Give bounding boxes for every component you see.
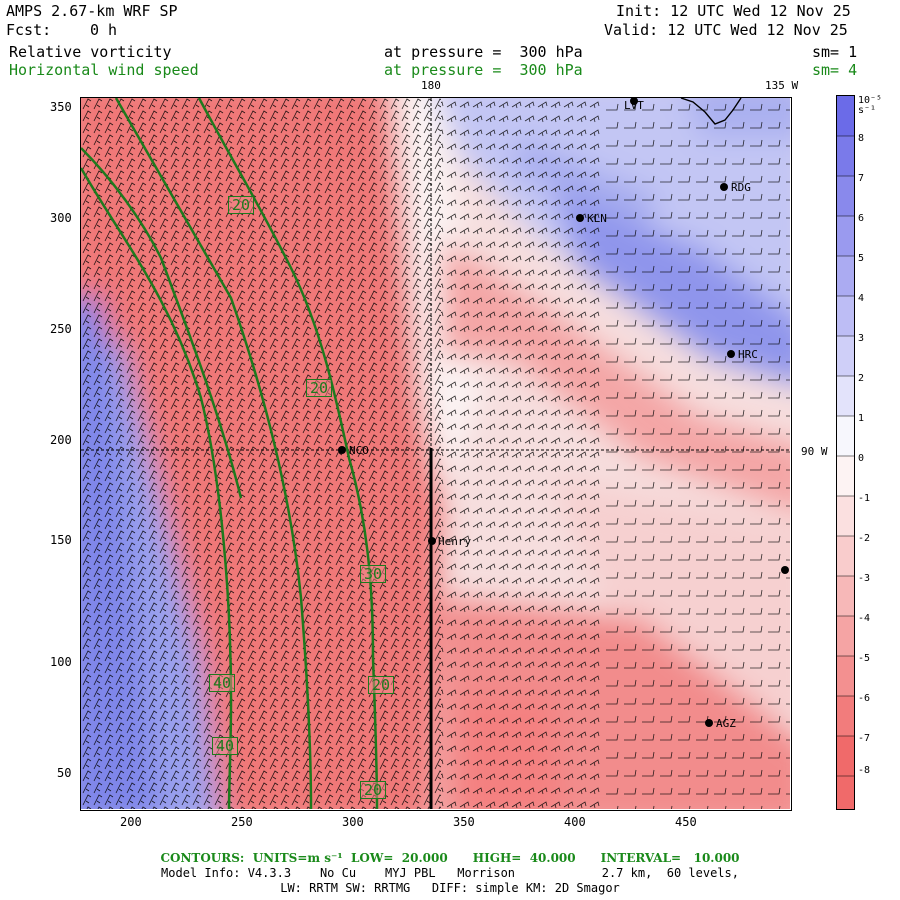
- meridian-135w-label: 135 W: [765, 79, 799, 92]
- colorbar-label: -3: [858, 573, 871, 584]
- contour-label: 20: [368, 676, 395, 694]
- wind-barbs-light: [601, 98, 790, 809]
- station-label-kln: KLN: [587, 212, 607, 225]
- colorbar-label: 7: [858, 173, 865, 184]
- contour-20-outer: [197, 98, 379, 809]
- colorbar: [836, 95, 855, 810]
- field1-smoothing: sm= 1: [812, 43, 858, 61]
- parallel-label: 90 W: [801, 445, 828, 458]
- colorbar-label: 2: [858, 373, 865, 384]
- colorbar-label: -6: [858, 693, 871, 704]
- colorbar-label: 5: [858, 253, 865, 264]
- station-dot-lvt: [630, 98, 638, 105]
- y-tick: 150: [50, 533, 72, 547]
- station-dot-nco: [338, 446, 346, 454]
- station-label-agz: AGZ: [716, 717, 736, 730]
- station-dot-edge: [781, 566, 789, 574]
- field2-level: at pressure = 300 hPa: [384, 61, 583, 79]
- y-tick: 50: [57, 766, 72, 780]
- colorbar-label: -4: [858, 613, 871, 624]
- contour-40-inner: [81, 147, 243, 499]
- colorbar-label: 6: [858, 213, 865, 224]
- station-dot-kln: [576, 214, 584, 222]
- field2-smoothing: sm= 4: [812, 61, 858, 79]
- contour-label: 40: [212, 737, 239, 755]
- y-tick: 100: [50, 655, 72, 669]
- contours-info: CONTOURS: UNITS=m s⁻¹ LOW= 20.000 HIGH= …: [160, 851, 740, 865]
- station-label-lvt: LVT: [624, 99, 644, 112]
- field1-level: at pressure = 300 hPa: [384, 43, 583, 61]
- meridian-180-label: 180: [421, 79, 441, 92]
- y-tick: 250: [50, 322, 72, 336]
- coastline: [680, 98, 742, 125]
- y-tick: 300: [50, 211, 72, 225]
- colorbar-swatches: [837, 96, 854, 809]
- colorbar-label: -8: [858, 765, 871, 776]
- station-label-rdg: RDG: [731, 181, 751, 194]
- colorbar-label: 3: [858, 333, 865, 344]
- contour-label: 20: [360, 781, 387, 799]
- station-label-henry: Henry: [438, 535, 472, 548]
- station-label-nco: NCO: [349, 444, 369, 457]
- colorbar-unit: 10⁻⁵ s⁻¹: [858, 95, 883, 116]
- station-dot-henry: [428, 537, 436, 545]
- wind-speed-contours: [81, 98, 379, 809]
- colorbar-label: 0: [858, 453, 865, 464]
- contour-label: 40: [209, 674, 236, 692]
- contour-label: 20: [306, 379, 333, 397]
- x-tick: 350: [453, 815, 475, 829]
- init-time: Init: 12 UTC Wed 12 Nov 25: [616, 2, 851, 20]
- x-tick: 250: [231, 815, 253, 829]
- valid-time: Valid: 12 UTC Wed 12 Nov 25: [604, 21, 848, 39]
- field1-name: Relative vorticity: [9, 43, 172, 61]
- colorbar-label: -2: [858, 533, 871, 544]
- y-tick: 200: [50, 433, 72, 447]
- model-title: AMPS 2.67-km WRF SP: [6, 2, 178, 20]
- contour-label: 30: [360, 565, 387, 583]
- contour-label: 20: [228, 196, 255, 214]
- x-tick: 450: [675, 815, 697, 829]
- station-dot-rdg: [720, 183, 728, 191]
- station-markers: [338, 98, 789, 727]
- station-label-hrc: HRC: [738, 348, 758, 361]
- station-dot-agz: [705, 719, 713, 727]
- colorbar-label: 1: [858, 413, 865, 424]
- colorbar-label: 4: [858, 293, 865, 304]
- colorbar-label: 8: [858, 133, 865, 144]
- forecast-hour: 0 h: [90, 21, 118, 39]
- wind-barbs-medium: [441, 98, 601, 809]
- model-info: Model Info: V4.3.3 No Cu MYJ PBL Morriso…: [161, 866, 739, 880]
- x-tick: 400: [564, 815, 586, 829]
- station-dot-hrc: [727, 350, 735, 358]
- y-tick: 350: [50, 100, 72, 114]
- wind-barbs-strong: [81, 98, 441, 809]
- contour-20-mid: [114, 98, 313, 809]
- colorbar-label: -1: [858, 493, 871, 504]
- map-canvas: [81, 98, 790, 809]
- colorbar-label: -5: [858, 653, 871, 664]
- forecast-label: Fcst:: [6, 21, 52, 39]
- colorbar-label: -7: [858, 733, 871, 744]
- physics-info: LW: RRTM SW: RRTMG DIFF: simple KM: 2D S…: [280, 881, 620, 895]
- x-tick: 200: [120, 815, 142, 829]
- field2-name: Horizontal wind speed: [9, 61, 199, 79]
- vorticity-map: LVT RDG KLN HRC NCO Henry AGZ 20 20 30 2…: [81, 98, 790, 809]
- x-tick: 300: [342, 815, 364, 829]
